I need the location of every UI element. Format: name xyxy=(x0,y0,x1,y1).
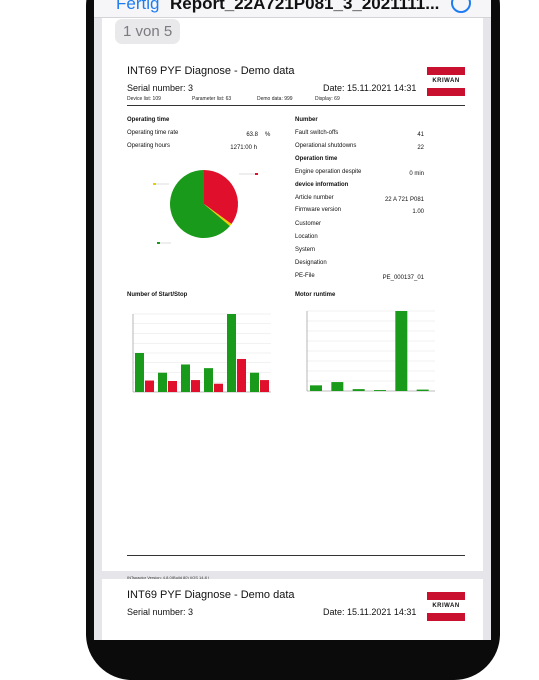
engine-label: Engine operation despite xyxy=(295,169,362,175)
bar-green-6 xyxy=(416,389,429,391)
start-stop-chart xyxy=(132,313,271,393)
bar-red-3 xyxy=(191,380,200,392)
meta-display: Display: 69 xyxy=(315,96,340,102)
pie-slice-other xyxy=(204,204,232,226)
pie-callout-marker xyxy=(255,173,258,175)
bar-green-1 xyxy=(310,385,322,391)
starts-chart-title: Number of Start/Stop xyxy=(127,292,188,298)
document-viewer[interactable]: Fertig Report_22A721P081_3_2021111... 1 … xyxy=(94,0,491,640)
hours-label: Operating hours xyxy=(127,143,171,149)
pie-slice-stopped xyxy=(204,170,238,224)
page-indicator: 1 von 5 xyxy=(115,19,181,44)
header-divider xyxy=(127,105,465,106)
article-value: 22 A 721 P081 xyxy=(384,197,424,203)
engine-value: 0 min xyxy=(409,171,424,177)
shutdown-value: 22 xyxy=(417,145,424,151)
number-heading: Number xyxy=(295,117,318,123)
report-date: Date: 15.11.2021 14:31 xyxy=(323,83,417,93)
page2-date: Date: 15.11.2021 14:31 xyxy=(323,607,417,617)
pdf-page-2[interactable]: INT69 PYF Diagnose - Demo data Serial nu… xyxy=(102,579,483,640)
meta-demo-data: Demo data: 999 xyxy=(257,96,293,102)
bar-green-5 xyxy=(227,314,236,392)
serial-number: Serial number: 3 xyxy=(127,83,194,93)
report-title: INT69 PYF Diagnose - Demo data xyxy=(127,65,295,77)
fault-value: 41 xyxy=(417,132,424,138)
hours-value: 1271:00 h xyxy=(230,145,257,151)
bar-red-5 xyxy=(237,358,246,392)
operation-time-heading: Operation time xyxy=(295,156,338,162)
bar-green-1 xyxy=(135,353,144,392)
bar-green-4 xyxy=(204,368,213,392)
shutdown-label: Operational shutdowns xyxy=(295,143,357,149)
article-label: Article number xyxy=(295,195,334,201)
motor-runtime-chart xyxy=(306,310,435,392)
pie-callout-marker xyxy=(157,242,160,244)
footer-version: INTspactor Version: 4.8.0(Build 80) (iOS… xyxy=(127,575,210,580)
rate-value: 63.8 xyxy=(246,132,258,138)
bar-green-3 xyxy=(181,364,190,392)
meta-parameter-list: Parameter list: 63 xyxy=(192,96,232,102)
meta-device-list: Device list: 109 xyxy=(127,96,161,102)
pie-slice-operating xyxy=(170,170,230,238)
footer-divider xyxy=(127,555,465,556)
location-label: Location xyxy=(295,234,318,240)
pe-file-label: PE-File xyxy=(295,273,315,279)
customer-label: Customer xyxy=(295,221,322,227)
kriwan-logo: KRIWAN xyxy=(427,67,465,99)
system-label: System xyxy=(295,247,316,253)
page2-logo: KRIWAN xyxy=(427,592,465,624)
motor-chart-title: Motor runtime xyxy=(295,292,336,298)
bar-green-2 xyxy=(158,372,167,392)
pie-chart xyxy=(153,170,258,244)
rate-label: Operating time rate xyxy=(127,130,179,136)
pe-file-value: PE_000137_01 xyxy=(382,275,424,281)
fault-label: Fault switch-offs xyxy=(295,130,339,136)
page2-title: INT69 PYF Diagnose - Demo data xyxy=(127,589,295,601)
device-info-heading: device information xyxy=(295,182,349,188)
firmware-value: 1.00 xyxy=(412,209,424,215)
bar-green-5 xyxy=(395,311,408,391)
bar-green-3 xyxy=(352,389,365,391)
firmware-label: Firmware version xyxy=(295,207,342,213)
page2-serial: Serial number: 3 xyxy=(127,607,194,617)
bar-red-6 xyxy=(260,380,269,392)
bar-green-4 xyxy=(374,390,386,391)
bar-green-2 xyxy=(331,382,344,391)
document-title: Report_22A721P081_3_2021111... xyxy=(170,0,440,13)
markup-icon[interactable] xyxy=(451,0,471,13)
designation-label: Designation xyxy=(295,260,327,266)
done-button[interactable]: Fertig xyxy=(116,0,160,13)
rate-unit: % xyxy=(265,132,271,138)
operating-time-heading: Operating time xyxy=(127,117,170,123)
bar-red-4 xyxy=(214,383,223,392)
bar-red-2 xyxy=(168,380,177,392)
pie-callout-marker xyxy=(153,183,156,185)
navigation-bar: Fertig Report_22A721P081_3_2021111... xyxy=(94,0,491,18)
pdf-page-1[interactable]: INT69 PYF Diagnose - Demo data Serial nu… xyxy=(102,18,483,580)
bar-red-1 xyxy=(145,380,154,392)
bar-green-6 xyxy=(250,372,259,392)
